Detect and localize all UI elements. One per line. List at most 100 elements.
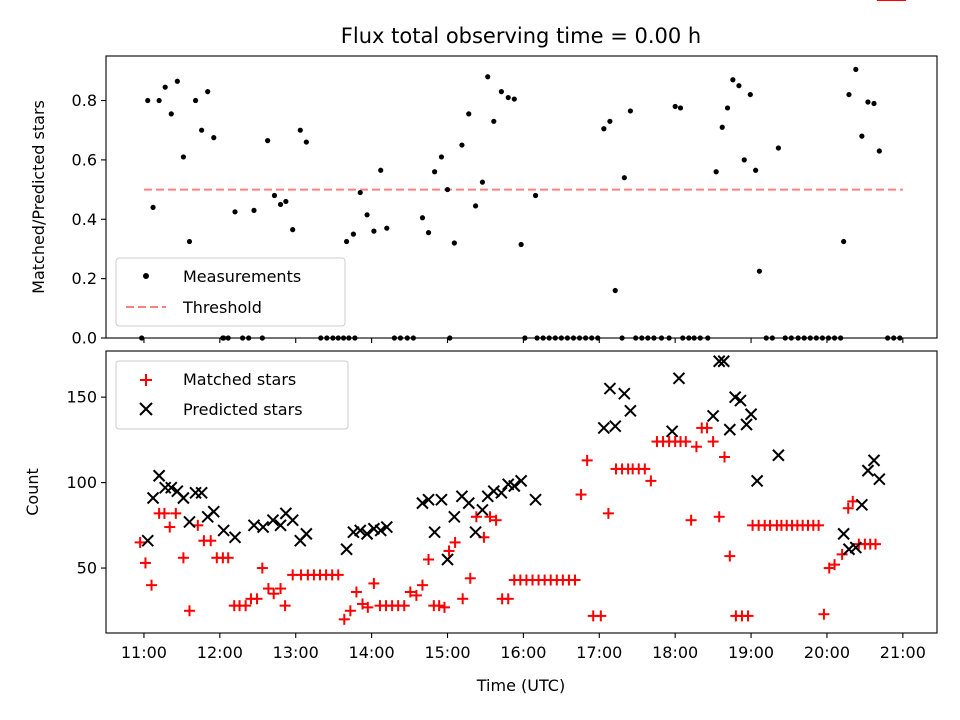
- x-axis-label: Time (UTC): [476, 676, 565, 695]
- matched-star-point: [724, 550, 736, 562]
- matched-star-point: [713, 511, 725, 523]
- x-tick-label: 15:00: [424, 643, 470, 662]
- matched-star-point: [350, 586, 362, 598]
- matched-star-point: [139, 557, 151, 569]
- x-tick-label: 14:00: [349, 643, 395, 662]
- measurement-point: [343, 238, 350, 245]
- predicted-star-point: [624, 404, 637, 418]
- x-tick-label: 11:00: [121, 643, 167, 662]
- matched-star-point: [602, 507, 614, 519]
- measurement-point: [841, 238, 847, 245]
- matched-star-point: [595, 610, 607, 622]
- measurement-point: [297, 127, 303, 133]
- matched-star-point: [398, 600, 410, 612]
- top-y-tick-label: 0.2: [72, 269, 97, 288]
- matched-star-point: [410, 589, 422, 601]
- predicted-star-point: [228, 531, 242, 544]
- predicted-star-point: [849, 541, 863, 554]
- predicted-star-point: [665, 425, 679, 438]
- predicted-star-point: [462, 496, 475, 510]
- top-panel: 0.00.20.40.60.8 Matched/Predicted stars …: [29, 55, 938, 348]
- predicted-star-point: [495, 486, 508, 500]
- top-y-axis: 0.0 0.2 0.4 0.6 0.8: [72, 91, 106, 348]
- legend-matched-marker: [140, 374, 152, 386]
- matched-star-point: [484, 511, 496, 523]
- predicted-star-point: [340, 543, 353, 556]
- measurement-point: [672, 103, 678, 110]
- measurement-point: [444, 186, 451, 193]
- bottom-axes-frame: [105, 350, 938, 634]
- matched-star-point: [423, 554, 435, 566]
- chart-title: Flux total observing time = 0.00 h: [341, 24, 701, 48]
- measurement-point: [199, 127, 205, 133]
- measurement-point: [612, 287, 618, 294]
- predicted-star-point: [597, 421, 611, 435]
- top-y-tick-label: 0.6: [72, 150, 97, 169]
- measurement-point: [432, 169, 438, 175]
- matched-star-point: [502, 593, 514, 605]
- matched-star-point: [470, 511, 482, 523]
- measurement-point: [472, 203, 479, 209]
- predicted-star-point: [772, 449, 785, 462]
- matched-star-point: [262, 583, 274, 595]
- predicted-star-point: [529, 493, 542, 506]
- predicted-star-point: [723, 423, 737, 436]
- matched-star-point: [742, 610, 754, 622]
- measurement-point: [466, 111, 472, 117]
- measurement-point: [756, 268, 763, 274]
- matched-star-point: [164, 521, 176, 533]
- measurement-point: [876, 148, 882, 154]
- matched-star-point: [701, 422, 713, 434]
- predicted-star-point: [469, 525, 482, 539]
- measurement-point: [724, 105, 731, 111]
- matched-star-point: [847, 495, 859, 507]
- matched-star-point: [146, 579, 158, 591]
- predicted-star-point: [712, 355, 726, 368]
- top-x-ticks: [143, 338, 904, 343]
- measurement-point: [459, 142, 465, 148]
- matched-star-point: [575, 489, 587, 501]
- measurement-point: [205, 89, 211, 95]
- measurement-point: [283, 198, 289, 205]
- predicted-star-point: [360, 527, 374, 541]
- matched-star-point: [645, 475, 657, 487]
- measurement-point: [859, 133, 865, 139]
- measurement-point: [211, 135, 217, 141]
- measurement-point: [747, 91, 753, 98]
- measurement-point: [371, 228, 377, 234]
- measurement-point: [150, 204, 156, 210]
- matched-star-point: [158, 507, 170, 519]
- measurement-point: [485, 74, 491, 80]
- measurement-point: [303, 139, 309, 145]
- legend-threshold-label: Threshold: [182, 298, 262, 317]
- measurement-point: [350, 231, 357, 237]
- predicted-star-point: [603, 382, 617, 395]
- bottom-y-tick-label: 100: [66, 473, 97, 492]
- matched-star-point: [332, 569, 344, 581]
- x-tick-label: 17:00: [576, 643, 622, 662]
- predicted-star-point: [207, 505, 220, 518]
- matched-star-point: [368, 577, 380, 589]
- measurement-point: [677, 105, 684, 111]
- predicted-star-point: [165, 481, 178, 494]
- predicted-star-point: [300, 527, 313, 541]
- measurement-point: [601, 126, 607, 132]
- measurement-point: [865, 99, 871, 105]
- measurement-point: [168, 111, 174, 117]
- top-legend-box: [115, 257, 346, 327]
- measurement-point: [871, 100, 877, 107]
- measurement-point: [753, 167, 759, 173]
- predicted-star-point: [217, 524, 230, 537]
- matched-star-point: [490, 514, 502, 526]
- matched-star-point: [134, 536, 146, 548]
- matched-star-point: [685, 514, 697, 526]
- predicted-star-point: [873, 472, 886, 486]
- matched-star-point: [338, 613, 350, 625]
- top-y-tick-label: 0.0: [72, 329, 97, 348]
- matched-star-point: [813, 519, 825, 531]
- matched-star-point: [183, 605, 195, 617]
- predicted-star-point: [734, 394, 747, 407]
- matched-star-point: [569, 574, 581, 586]
- predicted-star-point: [374, 524, 387, 537]
